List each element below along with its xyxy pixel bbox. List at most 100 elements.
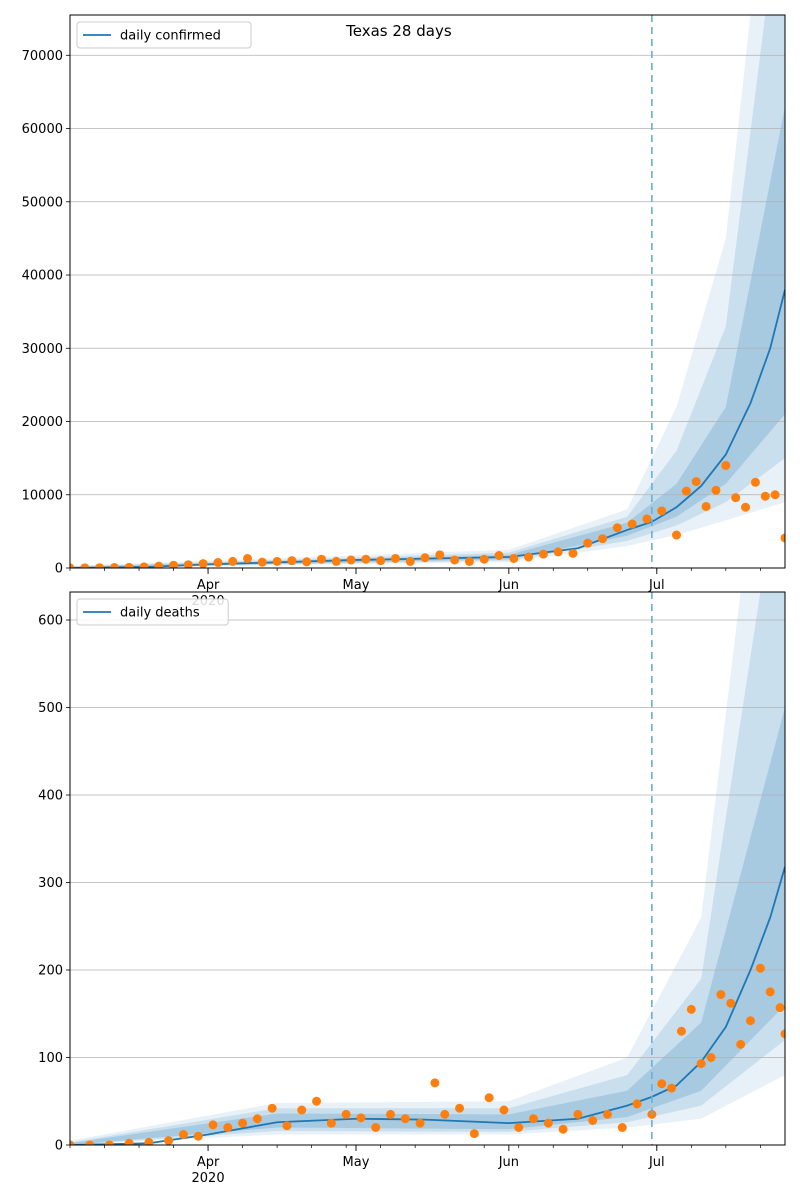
observed-point bbox=[543, 1118, 553, 1128]
fit-line-series bbox=[70, 866, 785, 1145]
observed-point bbox=[440, 1109, 450, 1119]
observed-point bbox=[272, 556, 282, 566]
observed-point bbox=[361, 554, 371, 564]
y-tick-label: 50000 bbox=[22, 195, 63, 210]
observed-point bbox=[627, 519, 637, 529]
observed-point bbox=[213, 558, 223, 568]
observed-point bbox=[721, 460, 731, 470]
observed-point bbox=[588, 1116, 598, 1125]
observed-point bbox=[760, 491, 770, 501]
observed-point bbox=[632, 1099, 642, 1109]
chart-panels: 010000200003000040000500006000070000Apr2… bbox=[22, 14, 786, 1186]
observed-point bbox=[139, 562, 149, 568]
observed-point bbox=[193, 1131, 203, 1141]
observed-point bbox=[494, 551, 504, 561]
observed-point bbox=[178, 1130, 188, 1139]
x-tick-label: Jun bbox=[498, 578, 519, 593]
observed-point bbox=[238, 1118, 248, 1128]
observed-point bbox=[696, 1059, 706, 1069]
observed-point bbox=[183, 560, 193, 568]
observed-point bbox=[267, 1103, 277, 1113]
observed-point bbox=[164, 1136, 174, 1145]
observed-point bbox=[104, 1140, 114, 1145]
y-tick-label: 100 bbox=[38, 1051, 63, 1066]
observed-point bbox=[144, 1137, 154, 1145]
observed-point bbox=[765, 987, 775, 997]
observed-point bbox=[736, 1039, 746, 1049]
observed-point bbox=[514, 1123, 524, 1132]
observed-point bbox=[602, 1109, 612, 1119]
observed-point bbox=[509, 553, 519, 563]
y-tick-label: 70000 bbox=[22, 49, 63, 64]
observed-point bbox=[538, 549, 548, 559]
observed-point bbox=[499, 1105, 509, 1115]
observed-point bbox=[750, 477, 760, 487]
legend-label: daily confirmed bbox=[120, 29, 221, 44]
observed-point bbox=[484, 1093, 494, 1103]
observed-point bbox=[780, 1029, 785, 1039]
observed-point bbox=[676, 1026, 686, 1036]
observed-point bbox=[70, 1140, 75, 1145]
observed-point bbox=[316, 554, 326, 564]
observed-point bbox=[469, 1129, 479, 1139]
legend-label: daily deaths bbox=[120, 606, 200, 621]
observed-point bbox=[420, 553, 430, 563]
observed-points bbox=[70, 963, 785, 1145]
x-tick-label: Apr bbox=[197, 578, 220, 593]
observed-point bbox=[390, 553, 400, 563]
legend-box bbox=[76, 598, 229, 626]
observed-point bbox=[331, 556, 341, 566]
observed-point bbox=[228, 556, 238, 566]
x-tick-label: May bbox=[343, 1155, 370, 1170]
observed-point bbox=[169, 560, 179, 568]
legend: daily deaths bbox=[76, 598, 229, 626]
observed-point bbox=[755, 963, 765, 973]
observed-point bbox=[681, 486, 691, 496]
observed-point bbox=[455, 1103, 465, 1113]
observed-point bbox=[745, 1016, 755, 1026]
observed-point bbox=[341, 1109, 351, 1119]
observed-point bbox=[208, 1120, 218, 1130]
y-tick-label: 200 bbox=[38, 964, 63, 979]
observed-point bbox=[326, 1118, 336, 1128]
confidence-bands bbox=[70, 15, 785, 568]
observed-point bbox=[243, 553, 253, 563]
observed-point bbox=[405, 556, 415, 566]
legend-box bbox=[76, 21, 252, 49]
plot-frame bbox=[69, 591, 786, 1146]
y-tick-label: 0 bbox=[55, 1139, 63, 1154]
x-tick-sublabel: 2020 bbox=[192, 1171, 225, 1186]
band-middle bbox=[70, 592, 785, 1145]
y-tick-label: 20000 bbox=[22, 415, 63, 430]
observed-point bbox=[479, 554, 489, 564]
chart-title: Texas 28 days bbox=[345, 22, 452, 40]
observed-point bbox=[553, 547, 563, 557]
x-tick-label: Jul bbox=[648, 578, 665, 593]
observed-point bbox=[371, 1123, 381, 1132]
observed-points bbox=[70, 460, 785, 568]
observed-point bbox=[356, 1113, 366, 1123]
observed-point bbox=[770, 490, 780, 500]
observed-point bbox=[612, 523, 622, 533]
band-outer bbox=[70, 592, 785, 1145]
observed-point bbox=[657, 506, 667, 516]
observed-point bbox=[85, 1140, 95, 1145]
observed-point bbox=[80, 563, 90, 568]
observed-point bbox=[198, 559, 208, 568]
observed-point bbox=[124, 1138, 134, 1145]
observed-point bbox=[716, 990, 726, 999]
observed-point bbox=[287, 556, 297, 566]
y-tick-label: 40000 bbox=[22, 269, 63, 284]
observed-point bbox=[223, 1123, 233, 1132]
observed-point bbox=[252, 1114, 262, 1124]
observed-point bbox=[154, 561, 164, 568]
observed-point bbox=[109, 563, 119, 568]
observed-point bbox=[775, 1003, 785, 1013]
y-tick-label: 600 bbox=[38, 614, 63, 629]
observed-point bbox=[302, 557, 312, 567]
y-tick-label: 10000 bbox=[22, 488, 63, 503]
y-tick-label: 30000 bbox=[22, 342, 63, 357]
legend: daily confirmed bbox=[76, 21, 252, 49]
